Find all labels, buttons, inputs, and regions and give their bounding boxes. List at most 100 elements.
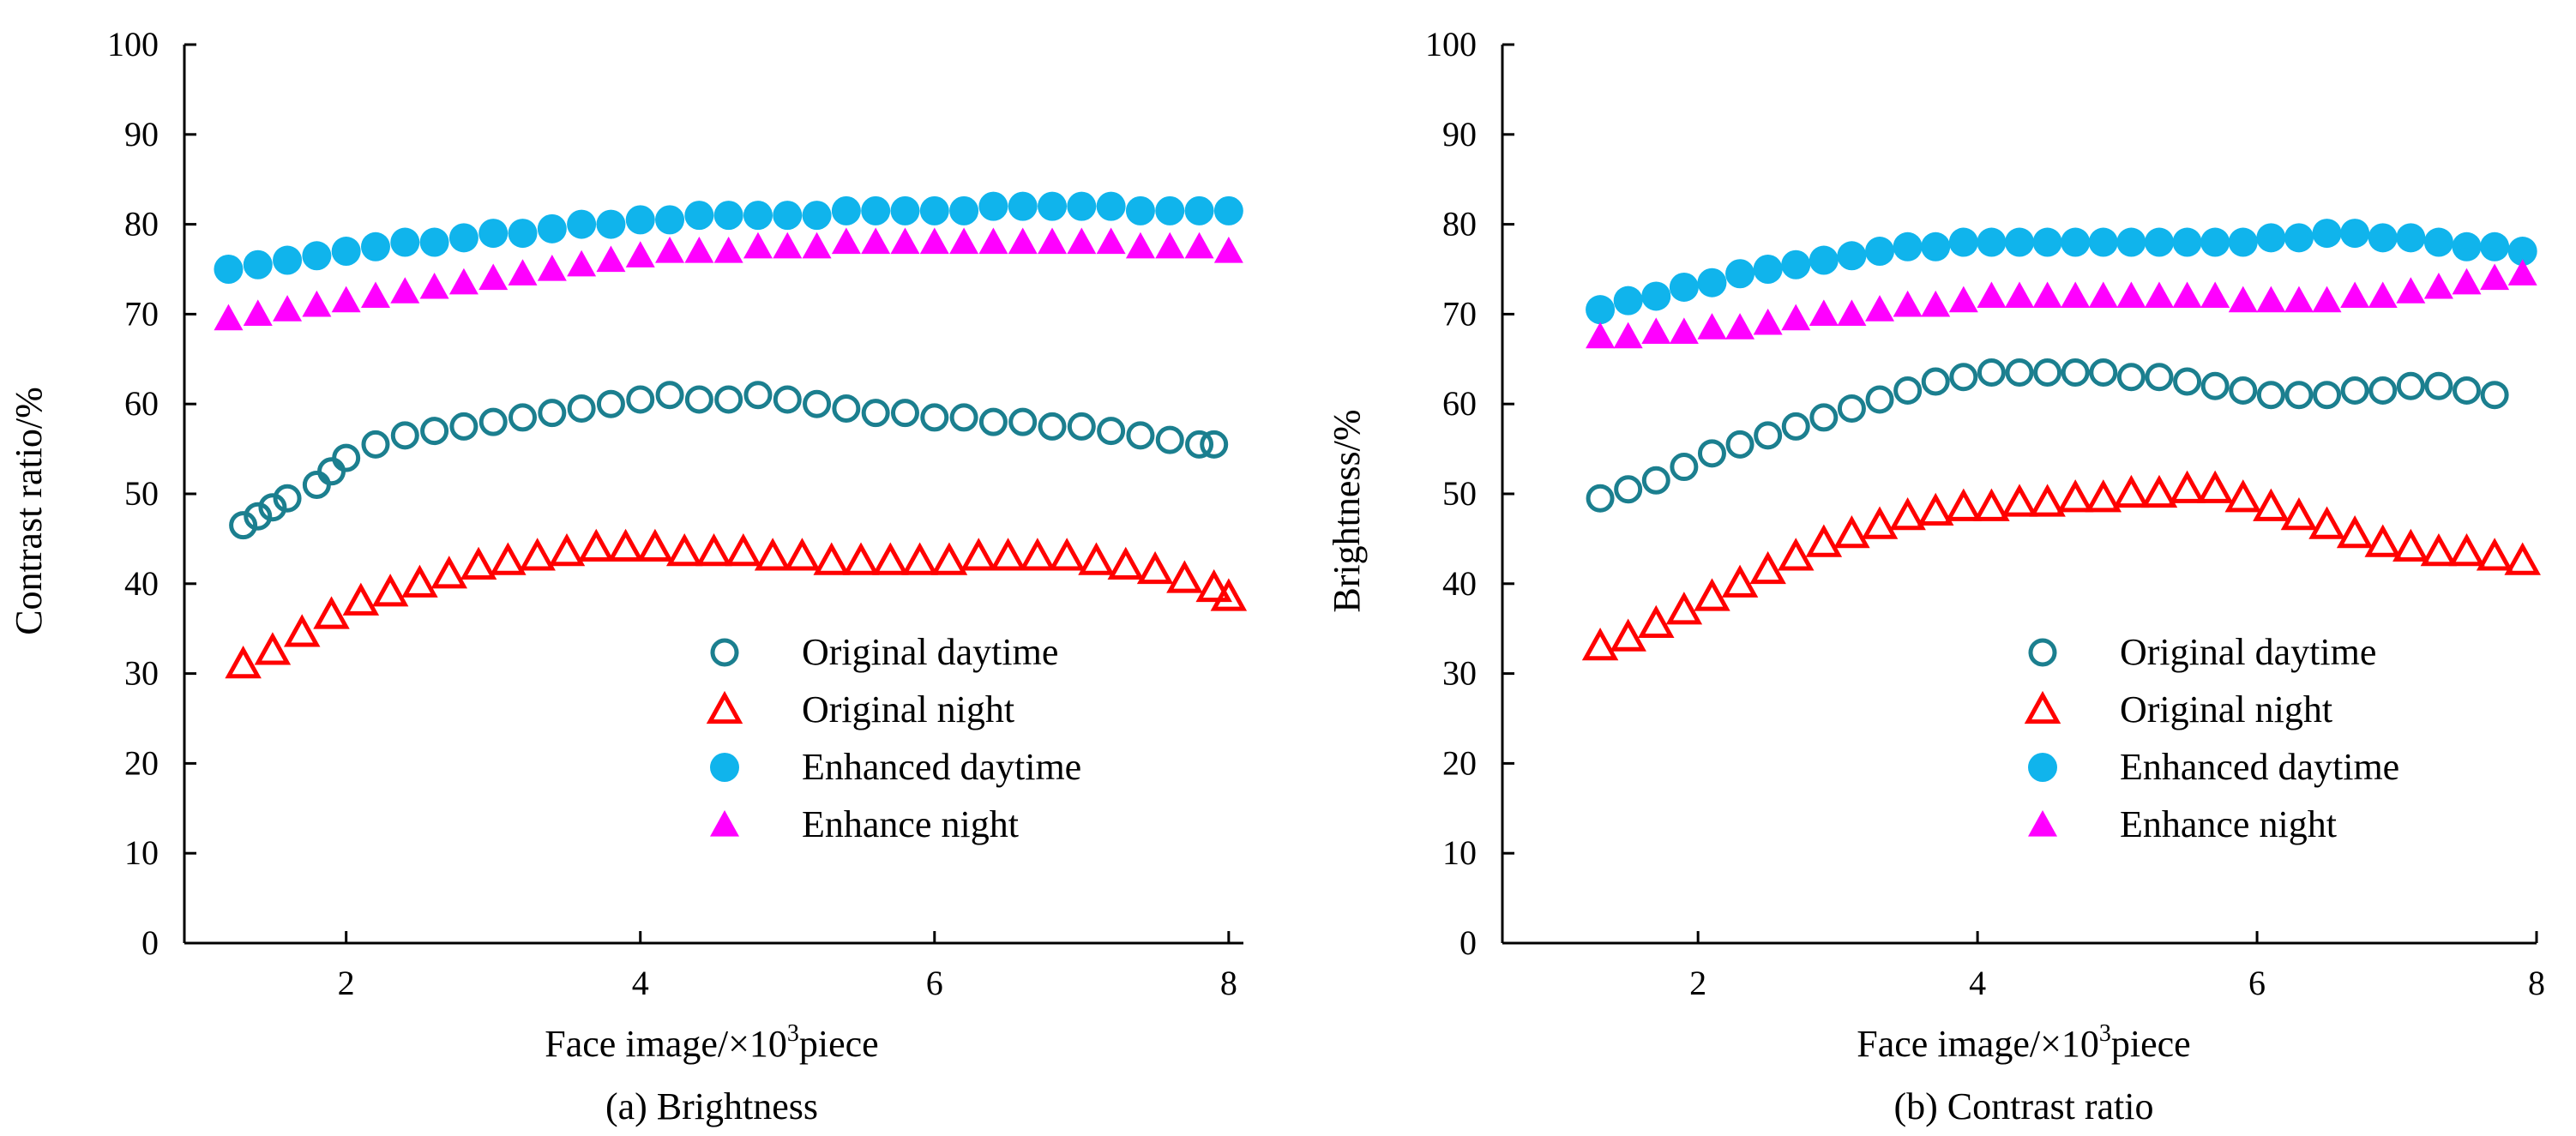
data-point (2452, 231, 2482, 261)
data-point (2256, 286, 2286, 313)
data-point (2423, 272, 2453, 299)
data-point (1610, 618, 1646, 652)
data-point (1586, 322, 1616, 349)
data-point (302, 471, 331, 500)
x-axis-label-main: Face image/×10 (1857, 1023, 2099, 1065)
x-tick-label: 8 (1220, 964, 1237, 1002)
data-point (1586, 484, 1615, 513)
data-point (2312, 219, 2342, 249)
data-point (478, 263, 509, 291)
figure-caption: (a) Brightness (605, 1085, 818, 1127)
data-point (2480, 381, 2509, 410)
data-point (548, 532, 586, 567)
data-point (478, 219, 509, 249)
data-point (2172, 227, 2202, 257)
y-tick-label: 100 (1425, 25, 1477, 63)
data-point (449, 412, 478, 441)
legend-marker (2028, 753, 2057, 782)
data-point (302, 241, 332, 271)
data-point (625, 205, 655, 235)
data-point (2029, 484, 2066, 517)
data-point (890, 399, 919, 428)
data-point (1155, 425, 1184, 454)
data-point (225, 645, 262, 679)
data-point (1125, 231, 1155, 259)
data-point (1893, 231, 1923, 261)
data-point (1749, 550, 1786, 585)
data-point (1865, 295, 1895, 322)
data-point (1670, 453, 1699, 482)
data-point (872, 542, 909, 575)
y-tick-label: 30 (124, 654, 159, 693)
legend-marker (2028, 638, 2057, 667)
y-axis-label: Brightness/% (1326, 409, 1368, 612)
data-point (2284, 286, 2314, 313)
x-tick-label: 6 (926, 964, 943, 1002)
data-point (490, 542, 527, 575)
data-point (1948, 286, 1978, 313)
data-point (1019, 538, 1056, 571)
data-point (1195, 568, 1232, 603)
data-point (596, 389, 625, 418)
data-point (2200, 227, 2230, 257)
y-tick-label: 80 (1442, 205, 1477, 243)
data-point (1067, 227, 1097, 255)
y-tick-label: 10 (124, 833, 159, 872)
data-point (2116, 227, 2146, 257)
data-point (302, 290, 332, 317)
data-point (1185, 430, 1214, 459)
data-point (1213, 237, 1243, 263)
data-point (2476, 538, 2513, 571)
data-point (1781, 304, 1811, 331)
data-point (2284, 223, 2314, 253)
x-axis-label-sup: 3 (2099, 1020, 2111, 1047)
data-point (1945, 488, 1983, 521)
data-point (1048, 538, 1086, 571)
data-point (1641, 317, 1671, 344)
data-point (2061, 227, 2091, 257)
data-point (960, 538, 997, 571)
data-point (2420, 532, 2458, 567)
data-point (773, 201, 803, 231)
chart-panel-a: 0 10 20 30 40 50 60 70 80 90 100 2 4 6 8 Contrast ratio… (8, 25, 1248, 1127)
data-point (2032, 227, 2062, 257)
data-point (214, 255, 244, 284)
data-point (626, 385, 655, 414)
data-point (831, 195, 861, 225)
data-point (1096, 227, 1126, 255)
data-point (448, 223, 478, 253)
data-point (2368, 281, 2398, 309)
data-point (861, 227, 891, 255)
data-point (2001, 484, 2038, 517)
data-point (419, 227, 449, 257)
data-point (803, 389, 832, 418)
data-point (2340, 376, 2369, 405)
legend: Original daytime Original night Enhanced d… (706, 631, 1081, 845)
data-point (2200, 371, 2230, 400)
data-point (949, 195, 979, 225)
series-original-daytime (1586, 358, 2509, 513)
data-point (1038, 412, 1067, 441)
legend-marker (710, 810, 739, 837)
data-point (655, 237, 685, 263)
data-point (273, 295, 303, 322)
data-point (390, 421, 419, 450)
data-point (2253, 488, 2290, 521)
data-point (684, 237, 714, 263)
data-point (1096, 191, 1126, 221)
data-point (1921, 290, 1951, 317)
data-point (1781, 249, 1811, 279)
data-point (361, 430, 390, 459)
data-point (519, 538, 556, 571)
data-point (2085, 479, 2122, 513)
figure-caption: (b) Contrast ratio (1893, 1085, 2153, 1127)
data-point (313, 596, 350, 629)
data-point (1725, 259, 1755, 289)
data-point (2396, 277, 2426, 304)
series-enhance-night (214, 227, 1243, 331)
y-tick-label: 50 (124, 474, 159, 513)
data-point (1977, 227, 2007, 257)
data-point (1613, 322, 1643, 349)
legend-marker (2024, 690, 2061, 724)
data-point (1008, 227, 1038, 255)
